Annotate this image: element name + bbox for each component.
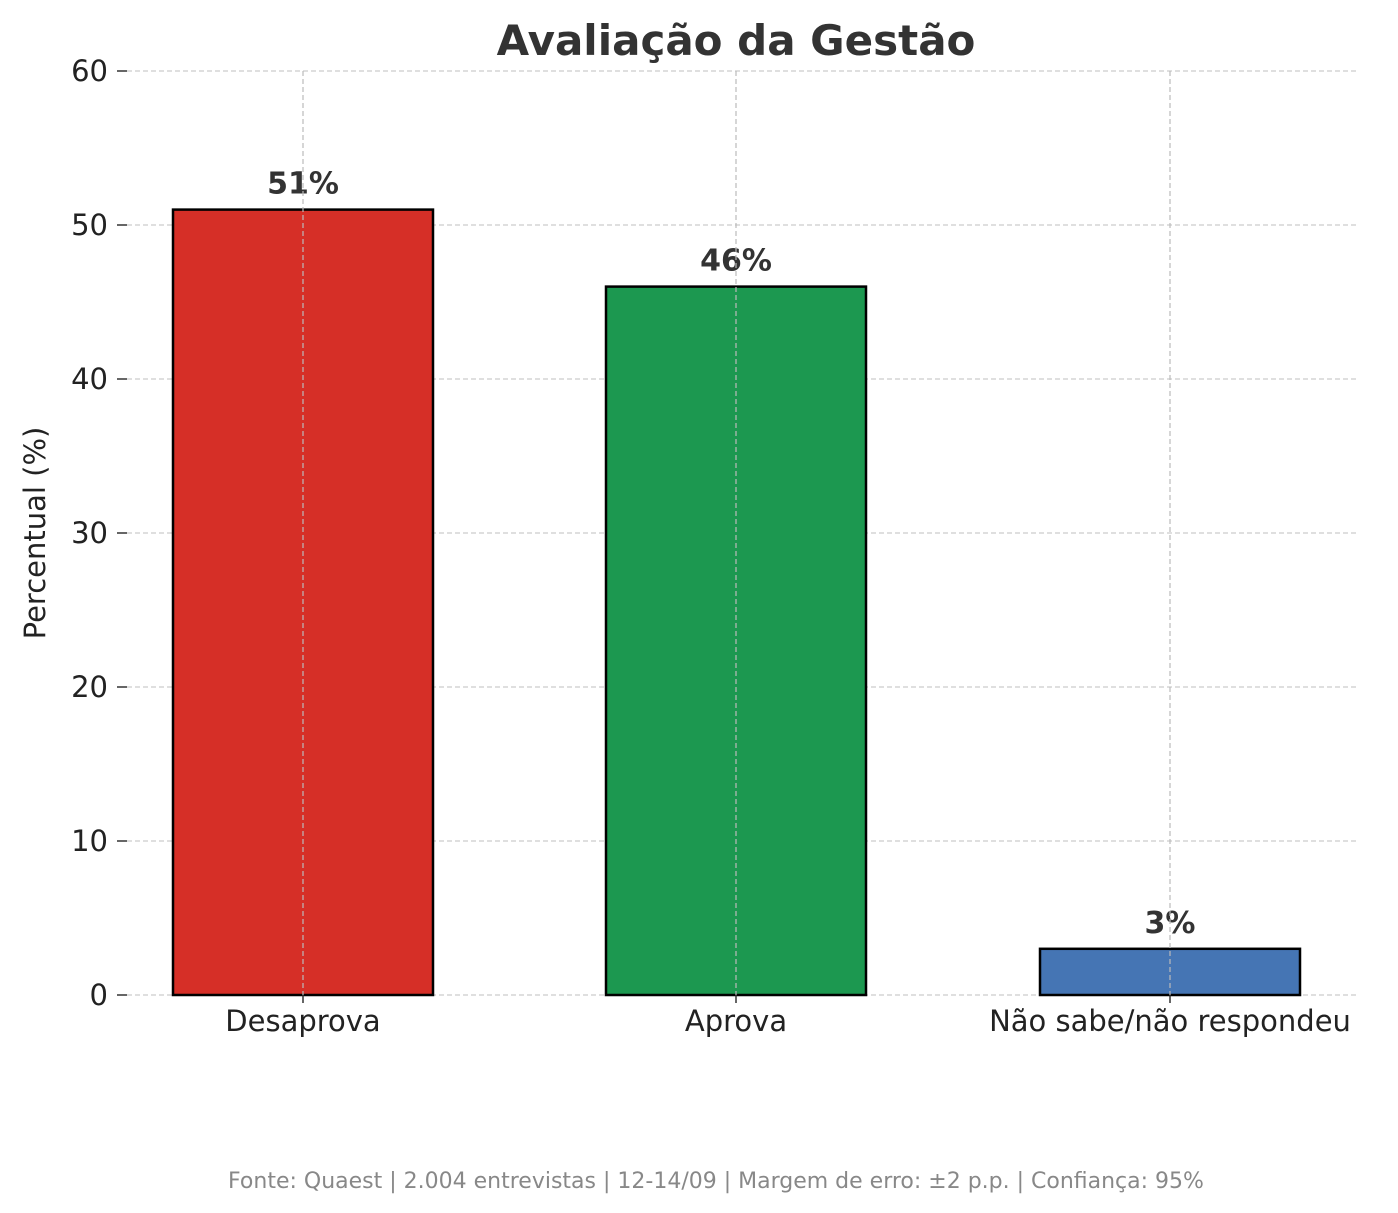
y-tick-label: 20 [71,670,108,704]
y-tick-label: 0 [90,978,108,1012]
y-tick-label: 50 [71,208,108,242]
y-tick-label: 30 [71,516,108,550]
y-tick-label: 40 [71,362,108,396]
footer-source: Fonte: Quaest | 2.004 entrevistas | 12-1… [228,1169,1204,1194]
y-axis-label: Percentual (%) [18,427,52,640]
x-tick-label: Não sabe/não respondeu [989,1004,1351,1038]
x-tick-label: Desaprova [225,1004,380,1038]
x-tick-label: Aprova [685,1004,787,1038]
y-tick-label: 10 [71,824,108,858]
chart-title: Avaliação da Gestão [497,16,976,65]
y-tick-label: 60 [71,54,108,88]
